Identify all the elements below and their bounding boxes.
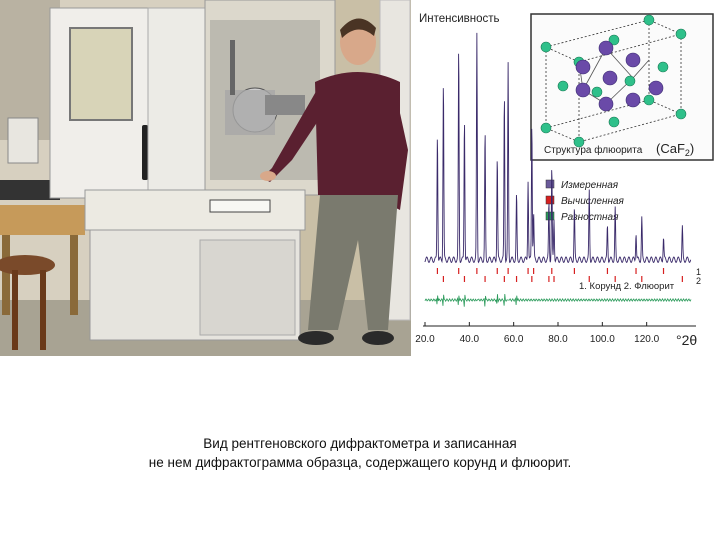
difference-series-line <box>424 294 692 307</box>
phase-legend-text: 1. Корунд 2. Флюорит <box>579 281 675 292</box>
caption: Вид рентгеновского дифрактометра и запис… <box>60 434 660 472</box>
inset-title: Структура флюорита <box>544 144 643 156</box>
legend: Измеренная Вычисленная Разностная <box>545 179 625 223</box>
x-tick-label: 100.0 <box>590 334 615 345</box>
x-axis-ticks: 20.0 40.0 60.0 80.0 100.0 120.0 <box>415 322 660 345</box>
legend-label-measured: Измеренная <box>561 180 619 191</box>
diffractogram-chart: Интенсивность <box>415 13 714 348</box>
inset-formula: (CaF2) <box>656 141 694 158</box>
y-axis-label: Интенсивность <box>419 13 500 25</box>
measured-series-line <box>424 32 692 264</box>
x-tick-label: 20.0 <box>415 334 435 345</box>
x-tick-label: 40.0 <box>460 334 480 345</box>
x-tick-label: 60.0 <box>504 334 524 345</box>
legend-swatch-measured <box>545 179 555 189</box>
phase-row-2-label: 2 <box>696 276 701 286</box>
caption-line-1: Вид рентгеновского дифрактометра и запис… <box>203 436 517 451</box>
legend-label-calculated: Вычисленная <box>561 196 625 207</box>
legend-swatch-calculated <box>545 195 555 205</box>
diffractogram-figure: Интенсивность <box>411 0 720 356</box>
diffractometer-photo <box>0 0 411 356</box>
fluorite-structure-inset: Структура флюорита (CaF2) <box>530 13 714 161</box>
photo-illustration <box>0 0 411 356</box>
plot-area <box>424 32 692 307</box>
crystal-lattice-icon <box>540 14 687 148</box>
x-axis-label: °2θ <box>676 332 697 348</box>
phase-row-1-label: 1 <box>696 267 701 277</box>
x-tick-label: 80.0 <box>548 334 568 345</box>
x-tick-label: 120.0 <box>634 334 659 345</box>
caption-line-2: не нем дифрактограмма образца, содержаще… <box>148 455 572 470</box>
legend-swatch-difference <box>545 211 555 221</box>
